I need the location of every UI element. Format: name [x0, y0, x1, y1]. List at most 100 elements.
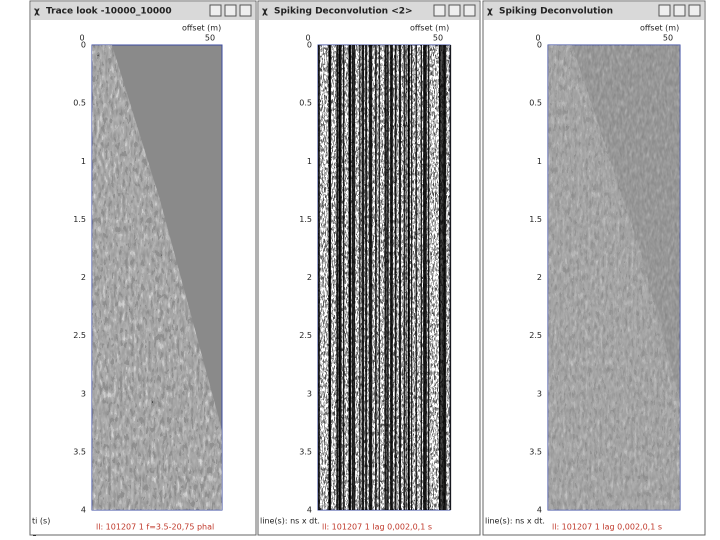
trace-stripe [364, 45, 366, 510]
y-tick-label: 3.5 [299, 447, 312, 456]
trace-stripe [423, 45, 426, 510]
x-tick-label: 50 [205, 34, 215, 43]
y-tick-label: 2 [81, 273, 86, 282]
y-tick-label: 3 [537, 389, 542, 398]
y-tick-label: 3.5 [73, 447, 86, 456]
x-tick-label: 0 [79, 34, 84, 43]
trace-stripe [338, 45, 341, 510]
trace-stripe [441, 45, 443, 510]
window-title: Trace look -10000_10000 [46, 7, 172, 17]
trace-stripe [427, 45, 430, 510]
y-tick-label: 3 [307, 389, 312, 398]
trace-stripe [424, 45, 427, 510]
y-tick-label: 0.5 [73, 99, 86, 108]
y-tick-label: 3.5 [529, 447, 542, 456]
y-tick-label: 1 [81, 157, 86, 166]
trace-stripe [368, 45, 371, 510]
y-tick-label: 1 [307, 157, 312, 166]
y-tick-label: 4 [537, 506, 542, 515]
y-tick-label: 2 [537, 273, 542, 282]
trace-stripe [439, 45, 441, 510]
y-tick-label: 4 [307, 506, 312, 515]
y-tick-label: 1 [537, 157, 542, 166]
trace-stripe [398, 45, 401, 510]
title-bar [259, 2, 479, 20]
trace-stripe [442, 45, 445, 510]
x-tick-label: 50 [433, 34, 443, 43]
y-tick-label: 2.5 [73, 331, 86, 340]
trace-stripe [387, 45, 389, 510]
trace-stripe [375, 45, 377, 510]
trace-stripe [353, 45, 356, 510]
y-tick-label: 0 [307, 41, 312, 50]
trace-stripe [349, 45, 352, 510]
trace-stripe [449, 45, 452, 510]
trace-stripe [352, 45, 354, 510]
trace-stripe [444, 45, 447, 510]
trace-stripe [363, 45, 365, 510]
y-tick-label: 0.5 [529, 99, 542, 108]
maximize-button[interactable] [448, 4, 461, 17]
minimize-button[interactable] [209, 4, 222, 17]
y-tick-label: 0 [81, 41, 86, 50]
y-tick-label: 4 [81, 506, 86, 515]
trace-stripe [339, 45, 342, 510]
trace-stripe [390, 45, 392, 510]
y-tick-label: 1.5 [529, 215, 542, 224]
close-button[interactable] [688, 4, 701, 17]
x-icon: χ [487, 7, 493, 17]
maximize-button[interactable] [673, 4, 686, 17]
x-icon: χ [34, 7, 40, 17]
trace-stripe [415, 45, 417, 510]
trace-stripe [370, 45, 373, 510]
y-tick-label: 2.5 [299, 331, 312, 340]
minimize-button[interactable] [433, 4, 446, 17]
footer-info: ll: 101207 1 f=3.5-20,75 phal [96, 523, 214, 532]
trace-stripe [378, 45, 380, 510]
x-tick-label: 0 [305, 34, 310, 43]
trace-stripe [405, 45, 407, 510]
title-bar [484, 2, 704, 20]
trace-stripe [390, 45, 393, 510]
window-title: Spiking Deconvolution <2> [274, 7, 413, 17]
window-title: Spiking Deconvolution [499, 7, 613, 17]
x-icon: χ [262, 7, 268, 17]
y-tick-label: 1.5 [299, 215, 312, 224]
y-tick-label: 1.5 [73, 215, 86, 224]
trace-stripe [411, 45, 413, 510]
footer-left: line(s): ns x dt. [260, 517, 320, 526]
trace-stripe [318, 45, 320, 510]
footer-info: ll: 101207 1 lag 0,002,0,1 s [322, 523, 432, 532]
trace-stripe [336, 45, 339, 510]
trace-stripe [365, 45, 368, 510]
x-tick-label: 0 [535, 34, 540, 43]
axis-label: offset (m) [182, 24, 221, 33]
trace-stripe [328, 45, 330, 510]
axis-label: offset (m) [640, 24, 679, 33]
minimize-button[interactable] [658, 4, 671, 17]
y-tick-label: 2 [307, 273, 312, 282]
title-bar [31, 2, 255, 20]
footer-info: ll: 101207 1 lag 0,002,0,1 s [552, 523, 662, 532]
close-button[interactable] [239, 4, 252, 17]
trace-stripe [361, 45, 364, 510]
trace-stripe [342, 45, 345, 510]
x-tick-label: 50 [663, 34, 673, 43]
trace-stripe [384, 45, 387, 510]
footer-left: line(s): ns x dt. [485, 517, 545, 526]
y-tick-label: 0.5 [299, 99, 312, 108]
y-tick-label: 0 [537, 41, 542, 50]
trace-stripe [420, 45, 422, 510]
axis-label: offset (m) [410, 24, 449, 33]
trace-stripe [359, 45, 361, 510]
trace-stripe [407, 45, 410, 510]
footer-left: ti (s) [32, 517, 50, 526]
trace-stripe [329, 45, 332, 510]
y-tick-label: 3 [81, 389, 86, 398]
y-tick-label: 2.5 [529, 331, 542, 340]
maximize-button[interactable] [224, 4, 237, 17]
trace-stripe [394, 45, 397, 510]
trace-stripe [403, 45, 405, 510]
close-button[interactable] [463, 4, 476, 17]
